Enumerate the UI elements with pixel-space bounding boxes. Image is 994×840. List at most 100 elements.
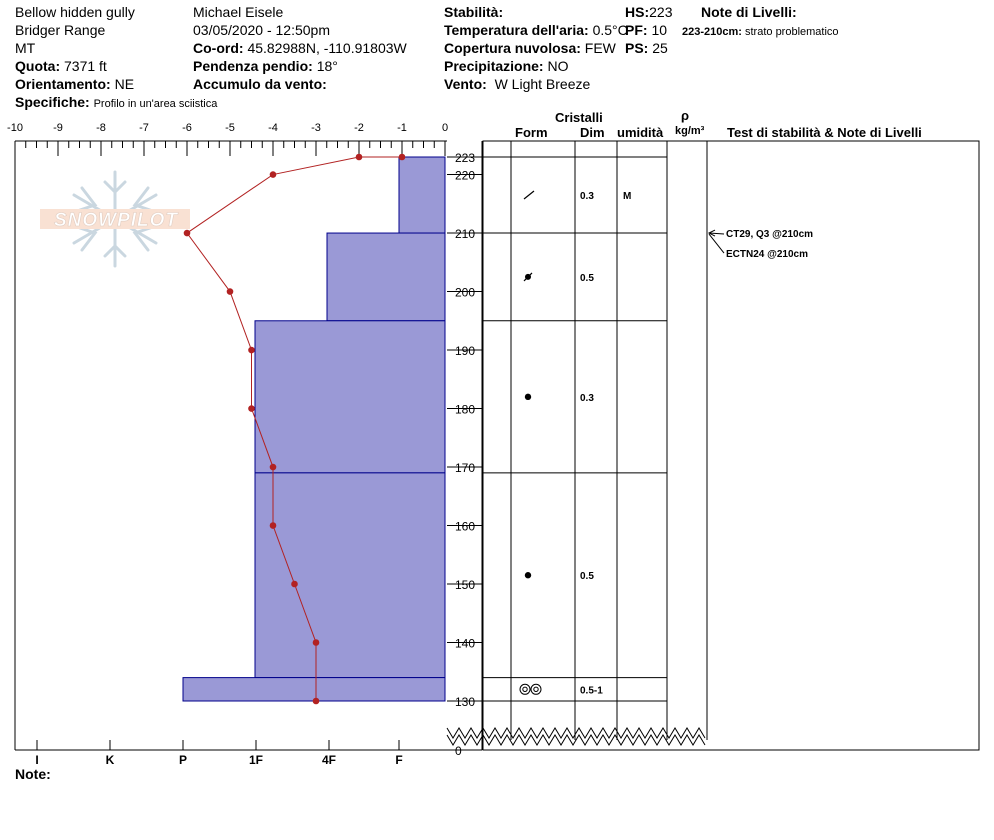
slope-label: Pendenza pendio: [193,58,313,74]
temp-tick-label: -1 [397,122,407,134]
crystal-moisture: M [623,191,631,202]
logo-text: SNOWPILOT [54,210,178,231]
hardness-tick-label: I [35,753,38,767]
precip-value: NO [547,58,569,74]
height-tick-label: 0 [455,744,462,758]
crystal-form-icon [524,572,532,579]
cloud-value: FEW [584,40,616,56]
crystal-size: 0.5 [580,571,594,582]
pf-value: 10 [651,22,668,38]
temp-plot-frame [14,140,447,751]
logo-band [40,209,190,229]
hardness-axis: I K P 1F 4F F [35,740,403,767]
temperature-profile [183,153,406,705]
form-header: Form [515,125,548,140]
aspect-row: Orientamento: NE [15,76,134,92]
wind-loading-label: Accumulo da vento: [193,76,327,92]
temperature-point [291,580,298,588]
air-temp-row: Temperatura dell'aria: 0.5°C [444,22,628,38]
temperature-point [226,288,234,295]
layer-row: 0.5 [523,272,594,284]
temperature-point [183,229,191,237]
test-label: CT29, Q3 @210cm [726,229,813,240]
pf-label: PF: [625,22,648,38]
wind-value: W Light Breeze [494,76,591,92]
test-arrow-icon [707,229,716,237]
snowpilot-logo: SNOWPILOT [40,170,190,268]
height-tick-label: 190 [455,344,475,358]
temperature-point [248,346,255,354]
temp-tick-label: -2 [354,122,364,134]
note-label: Note: [15,766,51,782]
crystal-size: 0.5-1 [580,685,603,696]
height-tick-label: 220 [455,169,475,183]
height-tick-label: 170 [455,461,475,475]
rho-header: ρ [681,108,690,123]
hardness-bar [254,320,446,474]
size-header: Dim [580,125,605,140]
hardness-bar [326,232,446,322]
layer-rows: 0.3 M 0.5 0.3 0.5 0.5-1 [483,156,667,702]
height-tick-label: 130 [455,695,475,709]
crystal-form-icon [519,683,531,695]
observer-name: Michael Eisele [193,4,284,20]
stability-label: Stabilità: [444,4,504,20]
temperature-point [269,522,277,529]
air-temp-label: Temperatura dell'aria: [444,22,589,38]
temperature-point [355,153,363,161]
height-tick-label: 223 [455,151,475,165]
temp-tick-label: -4 [268,122,278,134]
layer-notes-title: Note di Livelli: [701,4,797,20]
temperature-point [398,153,406,161]
test-label: ECTN24 @210cm [726,249,808,260]
specifics-label: Specifiche: [15,94,90,110]
cloud-label: Copertura nuvolosa: [444,40,581,56]
hardness-bar [254,472,446,679]
hs-row: HS:223 [625,4,672,20]
height-tick-label: 160 [455,520,475,534]
density-unit: kg/m³ [675,125,705,137]
aspect-value: NE [114,76,135,92]
height-tick-label: 180 [455,403,475,417]
layer-row: 0.5-1 [519,683,603,696]
coord-row: Co-ord: 45.82988N, -110.91803W [193,40,407,56]
range-name: Bridger Range [15,22,106,38]
elevation-row: Quota: 7371 ft [15,58,107,74]
temp-tick-label: 0 [442,122,448,134]
axis-break [446,727,706,746]
hardness-bar [398,156,446,234]
height-tick-label: 140 [455,637,475,651]
temp-tick-label: -8 [96,122,106,134]
temp-tick-label: -7 [139,122,149,134]
hs-label: HS: [625,4,650,20]
moisture-header: umidità [617,125,664,140]
layer-note: 223-210cm: strato problematico [682,24,839,40]
temp-tick-label: -5 [225,122,235,134]
hardness-bar [182,677,446,702]
specifics-value: Profilo in un'area sciistica [93,98,218,110]
temp-tick-label: -9 [53,122,63,134]
slope-value: 18° [316,58,338,74]
layer-row: 0.3 M [523,190,631,202]
hardness-tick-label: 4F [322,753,336,767]
crystal-size: 0.5 [580,273,594,284]
hardness-tick-label: 1F [249,753,263,767]
air-temp-value: 0.5°C [592,22,628,38]
table-frame [482,140,980,751]
state-name: MT [15,40,36,56]
aspect-label: Orientamento: [15,76,111,92]
elevation-value: 7371 ft [64,58,107,74]
ps-label: PS: [625,40,649,56]
layers-table [482,140,980,751]
height-tick-label: 150 [455,578,475,592]
layer-note-depth: 223-210cm: [682,26,742,38]
hardness-tick-label: K [106,753,115,767]
precip-row: Precipitazione: NO [444,58,568,74]
layer-row: 0.5 [524,571,594,582]
stability-tests: CT29, Q3 @210cm ECTN24 @210cm [707,229,813,260]
test-pointer [708,233,725,254]
ps-value: 25 [652,40,668,56]
wind-row: Vento: W Light Breeze [444,76,590,92]
wind-label: Vento: [444,76,487,92]
